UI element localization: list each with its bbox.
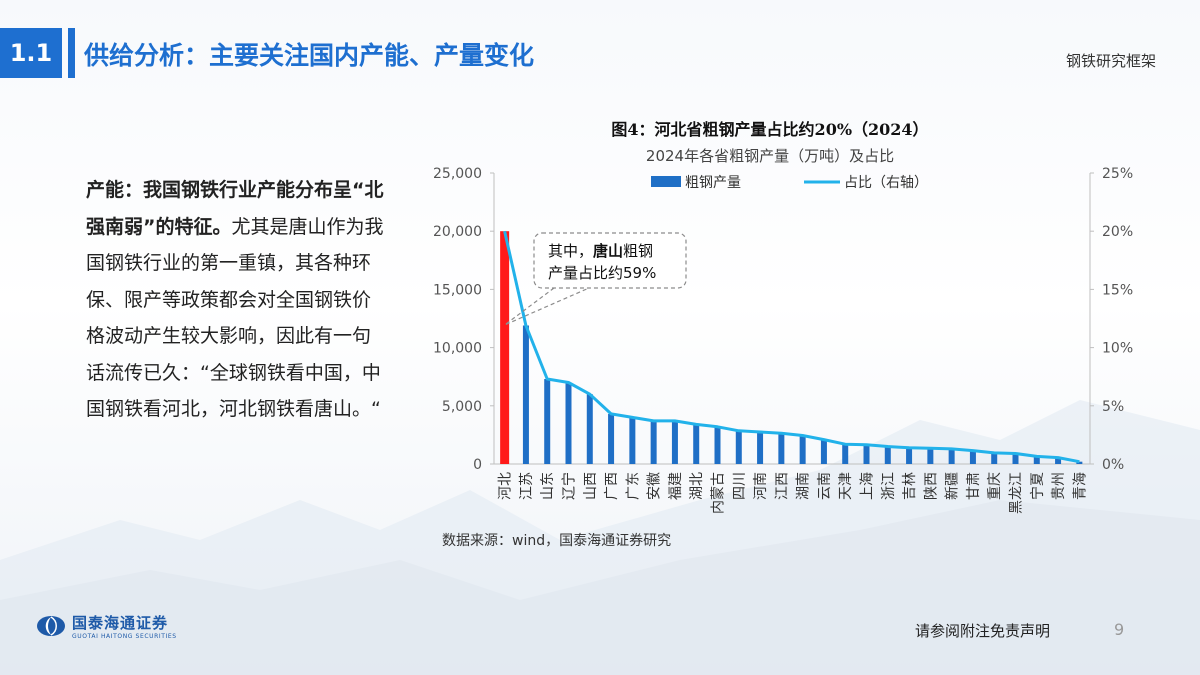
x-tick-label: 广西 [604,472,620,500]
bar [1055,457,1062,464]
bar [1012,453,1019,464]
logo-english: GUOTAI HAITONG SECURITIES [72,633,177,640]
bar [565,382,572,464]
bar [799,435,806,464]
y-right-tick-label: 10% [1102,341,1133,357]
bar [693,424,700,464]
bar [842,444,849,464]
chart-source: 数据来源：wind，国泰海通证券研究 [442,533,672,549]
annotation-bold: 唐山 [593,242,623,260]
logo-icon [37,616,65,636]
bar [884,446,891,464]
x-tick-label: 青海 [1072,472,1088,500]
series-line [503,230,1080,464]
x-tick-label: 江西 [774,472,790,500]
bar [906,447,913,464]
x-tick-label: 内蒙古 [711,472,727,514]
annotation-box [533,232,687,289]
x-tick-label: 陕西 [923,472,939,500]
page-number: 9 [1114,620,1125,639]
x-tick-label: 重庆 [987,472,1003,500]
body-normal-text: 尤其是唐山作为我国钢铁行业的第一重镇，其各种环保、限产等政策都会对全国钢铁价格波… [86,215,384,421]
bar [1076,461,1083,464]
x-tick-label: 安徽 [647,472,663,500]
y-right-tick-label: 0% [1102,457,1124,473]
y-left-tick-label: 15,000 [433,282,482,298]
x-tick-label: 天津 [838,472,854,500]
x-tick-label: 甘肃 [966,472,982,500]
y-right-tick-label: 5% [1102,399,1124,415]
bar [735,430,742,464]
x-tick-label: 浙江 [881,472,897,500]
x-tick-label: 新疆 [945,472,961,500]
x-tick-label: 山西 [583,472,599,500]
bar [629,417,636,464]
annotation-suffix: 粗钢 [623,242,653,260]
chart-subtitle: 2024年各省粗钢产量（万吨）及占比 [645,147,895,165]
chart-svg: 0 5,000 10,000 15,000 20,000 25,000 0% 5% 10% 15%… [433,166,1133,514]
x-tick-label: 江苏 [519,472,535,500]
report-name: 钢铁研究框架 [1065,52,1156,70]
bar [820,439,827,464]
y-left-tick-label: 0 [473,457,482,473]
bar [863,444,870,464]
disclaimer-link[interactable]: 请参阅附注免责声明 [915,622,1051,640]
bar [757,431,764,464]
x-tick-label: 四川 [732,472,748,500]
x-tick-label: 湖南 [796,472,812,500]
x-tick-label: 贵州 [1051,472,1067,500]
chart-area: 0 5,000 10,000 15,000 20,000 25,000 0% 5% 10% 15%… [410,110,1170,560]
bar [522,325,529,464]
legend-label-line: 占比（右轴） [844,175,928,191]
x-tick-label: 宁夏 [1029,472,1046,500]
x-tick-label: 吉林 [902,472,918,500]
x-tick-label: 福建 [668,472,684,500]
y-right-tick-label: 20% [1102,224,1133,240]
bar [650,420,657,464]
x-tick-label: 河南 [753,472,769,500]
bar [927,448,934,464]
annotation-prefix: 其中， [548,242,593,260]
bar [671,420,678,464]
x-tick-label: 辽宁 [561,472,578,500]
page-title: 供给分析：主要关注国内产能、产量变化 [84,41,535,70]
legend-label-bar: 粗钢产量 [685,175,741,191]
y-left-tick-label: 20,000 [433,224,482,240]
body-paragraph: 产能：我国钢铁行业产能分布呈“北强南弱”的特征。尤其是唐山作为我国钢铁行业的第一… [86,172,386,428]
bar [586,394,593,464]
company-logo: 国泰海通证券 GUOTAI HAITONG SECURITIES [36,612,177,640]
legend-swatch-bar [651,176,681,187]
chart-title: 图4：河北省粗钢产量占比约20%（2024） [611,120,929,139]
bar [991,452,998,464]
x-tick-label: 山东 [540,472,556,500]
bar [1033,456,1040,464]
bar [714,426,721,464]
title-accent-bar [68,28,75,78]
body-bold-text: 产能：我国钢铁行业产能分布呈“北强南弱”的特征。 [86,179,384,238]
annotation-line-1: 其中，唐山粗钢 [548,242,653,260]
bar [500,231,510,464]
y-right-tick-label: 15% [1102,282,1133,298]
x-tick-label: 广东 [625,472,641,500]
annotation-line-2: 产量占比约59% [548,264,656,282]
y-left-tick-label: 5,000 [442,399,482,415]
bar [608,413,615,464]
bar [948,448,955,464]
section-number: 1.1 [0,28,62,78]
x-tick-label: 黑龙江 [1009,472,1025,514]
y-left-tick-label: 10,000 [433,341,482,357]
bar [544,379,551,464]
x-tick-label: 云南 [817,472,833,500]
x-tick-label: 湖北 [689,472,705,500]
logo-chinese: 国泰海通证券 [72,614,169,632]
header: 1.1 供给分析：主要关注国内产能、产量变化 [0,28,1200,78]
x-tick-label: 上海 [860,472,876,500]
bar [778,433,785,464]
y-right-tick-label: 25% [1102,166,1133,182]
x-tick-label: 河北 [498,472,514,500]
y-left-tick-label: 25,000 [433,166,482,182]
bar [969,450,976,464]
